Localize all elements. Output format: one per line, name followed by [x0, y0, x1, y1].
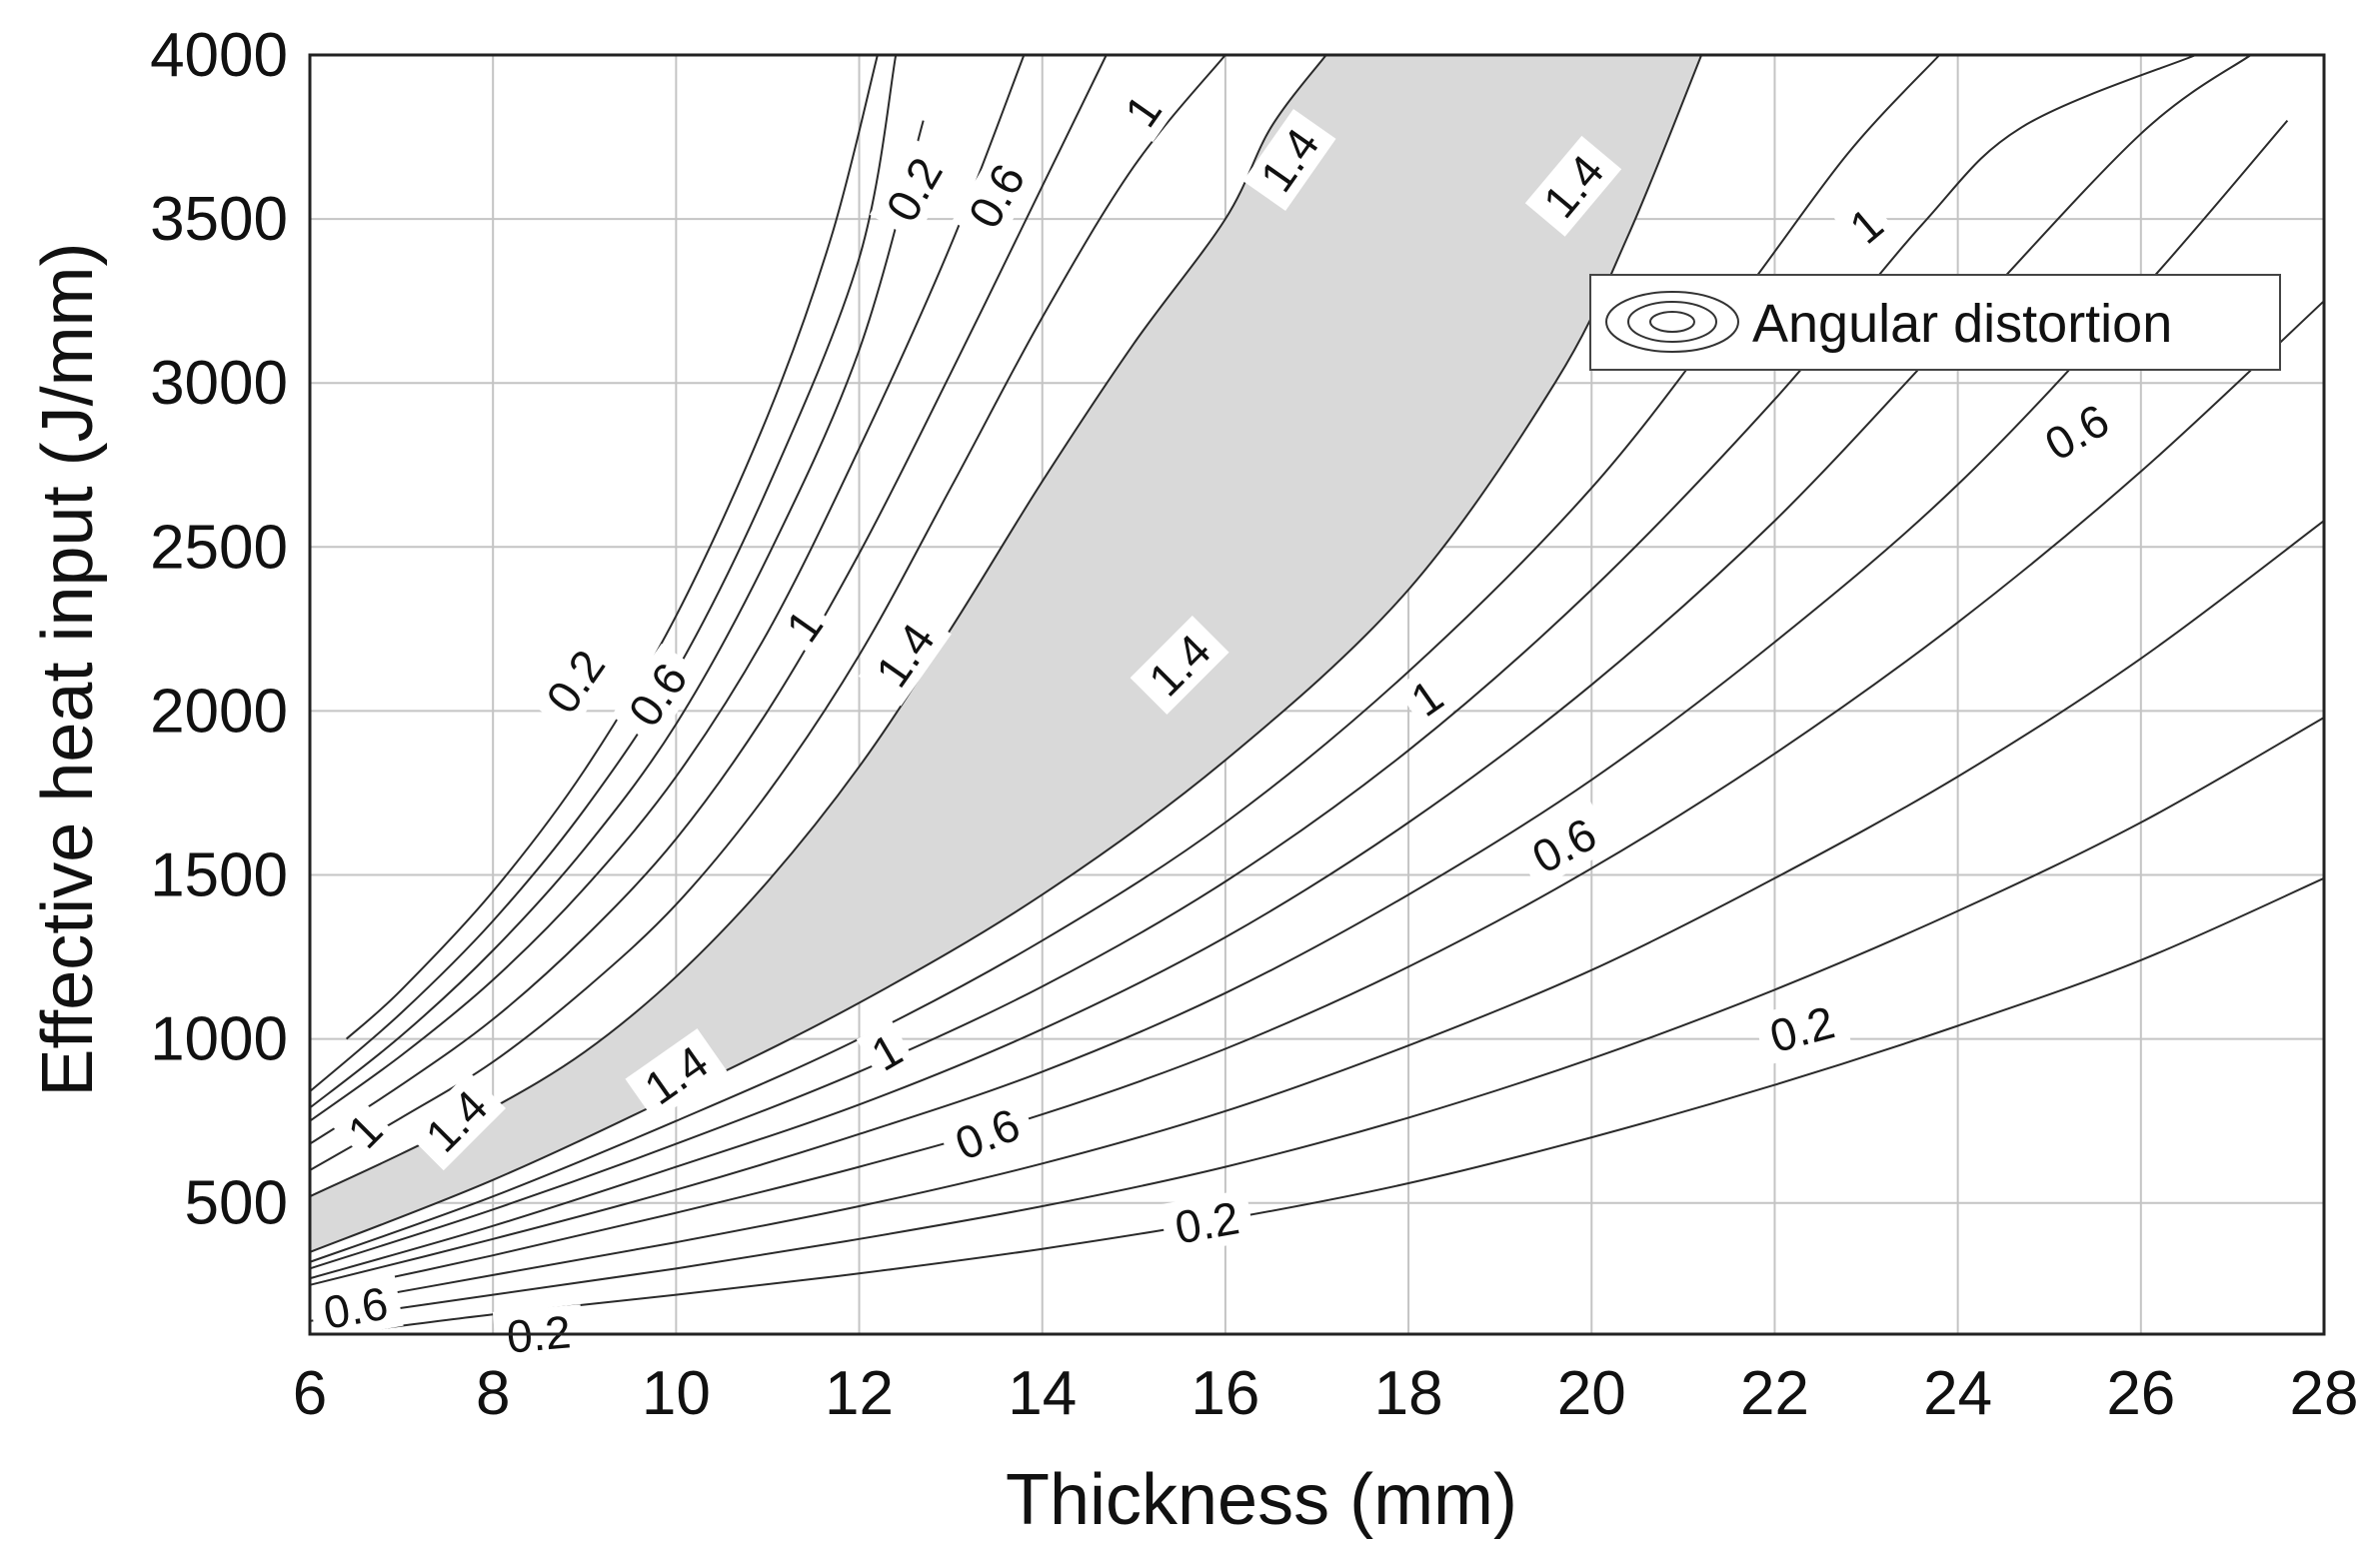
- y-tick-label: 500: [185, 1169, 288, 1238]
- contour-label-bg: [937, 1093, 1039, 1175]
- contour-line-0-3: [309, 717, 2325, 1322]
- contour-line-1-2: [309, 54, 1226, 1171]
- x-tick-label: 10: [642, 1359, 711, 1428]
- y-tick-label: 4000: [150, 21, 288, 90]
- y-tick-label: 2000: [150, 677, 288, 746]
- contour-label-bg: [307, 1274, 404, 1341]
- contour-line-1-4: [309, 54, 1703, 1253]
- x-tick-labels: 6 8 10 12 14 16 18 20 22 24 26 28: [293, 1359, 2359, 1428]
- y-tick-label: 1500: [150, 841, 288, 910]
- legend: Angular distortion: [1589, 274, 2281, 371]
- contour-label-group: 0.6: [952, 144, 1042, 248]
- plot-frame: [308, 53, 2326, 1336]
- x-tick-label: 24: [1923, 1359, 1992, 1428]
- contour-line-1: [309, 54, 1108, 1145]
- contour-label-bg: [1833, 192, 1899, 259]
- x-tick-label: 12: [825, 1359, 894, 1428]
- contour-label-bg: [869, 138, 960, 241]
- y-tick-label: 1000: [150, 1005, 288, 1074]
- x-tick-label: 28: [2290, 1359, 2359, 1428]
- contour-legend-icon: [1605, 291, 1739, 353]
- shaded-band-1-4: [310, 55, 1702, 1252]
- contour-label-group: 0.6: [307, 1274, 404, 1341]
- contour-label-bg: [856, 1019, 918, 1085]
- contour-label-bg: [771, 594, 838, 658]
- contour-label-bg: [332, 1097, 398, 1164]
- contour-line-0-7: [309, 119, 2289, 1286]
- x-tick-label: 8: [476, 1359, 510, 1428]
- y-tick-label: 3500: [150, 185, 288, 254]
- contour-line-0-2: [337, 876, 2325, 1335]
- contour-labels: 0.2 0.61 1.40.2 0.611.41.41.4 110.60.60.21 1.…: [307, 79, 2128, 1364]
- contour-line-0-6: [309, 120, 925, 1109]
- contour-label-bg: [1159, 1189, 1255, 1256]
- contour-line-0-6: [309, 300, 2325, 1296]
- contour-label-group: 0.2: [869, 138, 960, 241]
- contour-label-bg: [858, 604, 952, 707]
- contour-label-bg: [529, 630, 623, 733]
- contour-label-group: 1: [332, 1097, 398, 1164]
- shaded-region: [310, 55, 1702, 1252]
- x-tick-label: 26: [2106, 1359, 2175, 1428]
- contour-label-group: 0.6: [937, 1093, 1039, 1175]
- contour-label-bg: [1130, 616, 1229, 715]
- contour-label-bg: [1242, 109, 1336, 211]
- x-tick-label: 20: [1557, 1359, 1626, 1428]
- legend-label: Angular distortion: [1752, 294, 2172, 354]
- contour-label-group: 1: [1110, 79, 1177, 143]
- x-tick-label: 22: [1740, 1359, 1809, 1428]
- contour-label: 0.2: [1172, 1191, 1243, 1253]
- contour-label-group: 1: [856, 1019, 918, 1085]
- y-tick-label: 3000: [150, 349, 288, 418]
- contour-label-group: 0.6: [2025, 387, 2128, 477]
- contour-label-group: 0.6: [611, 644, 705, 746]
- contour-label: 0.2: [1764, 995, 1839, 1062]
- contour-label-bg: [1110, 79, 1177, 143]
- y-tick-label: 2500: [150, 513, 288, 582]
- contour-label-bg: [1524, 135, 1622, 237]
- contour-label-group: 1: [1833, 192, 1899, 259]
- contour-label-group: 0.2: [1159, 1189, 1255, 1256]
- contour-label-bg: [611, 644, 705, 746]
- contour-line-1: [309, 54, 2197, 1270]
- contour-label-bg: [407, 1071, 506, 1171]
- contour-label-bg: [2025, 387, 2128, 477]
- contour-label-group: 1: [771, 594, 838, 658]
- y-tick-labels: 500 1000 1500 2000 2500 3000 3500 4000: [150, 21, 288, 1238]
- legend-box: [1589, 274, 2281, 371]
- y-axis-title: Effective heat input (J/mm): [28, 243, 108, 1097]
- x-tick-label: 6: [293, 1359, 327, 1428]
- contour-label-bg: [625, 1028, 728, 1122]
- contour-label-bg: [1395, 665, 1458, 732]
- contour-label-bg: [1752, 992, 1852, 1066]
- contour-lines: [309, 54, 2325, 1335]
- contour-label-group: 0.6: [1512, 801, 1615, 889]
- contour-label-group: 0.2: [529, 630, 623, 733]
- x-axis-title: Thickness (mm): [1006, 1460, 1517, 1540]
- contour-label-bg: [952, 144, 1042, 248]
- x-tick-label: 16: [1190, 1359, 1259, 1428]
- contour-label: 0.6: [320, 1277, 392, 1339]
- x-tick-label: 18: [1374, 1359, 1443, 1428]
- contour-label-bg: [1512, 801, 1615, 889]
- contour-line-0-4: [309, 520, 2325, 1309]
- x-tick-label: 14: [1008, 1359, 1077, 1428]
- contour-line-0-8: [309, 54, 1026, 1122]
- contour-label-group: 0.2: [1752, 992, 1852, 1066]
